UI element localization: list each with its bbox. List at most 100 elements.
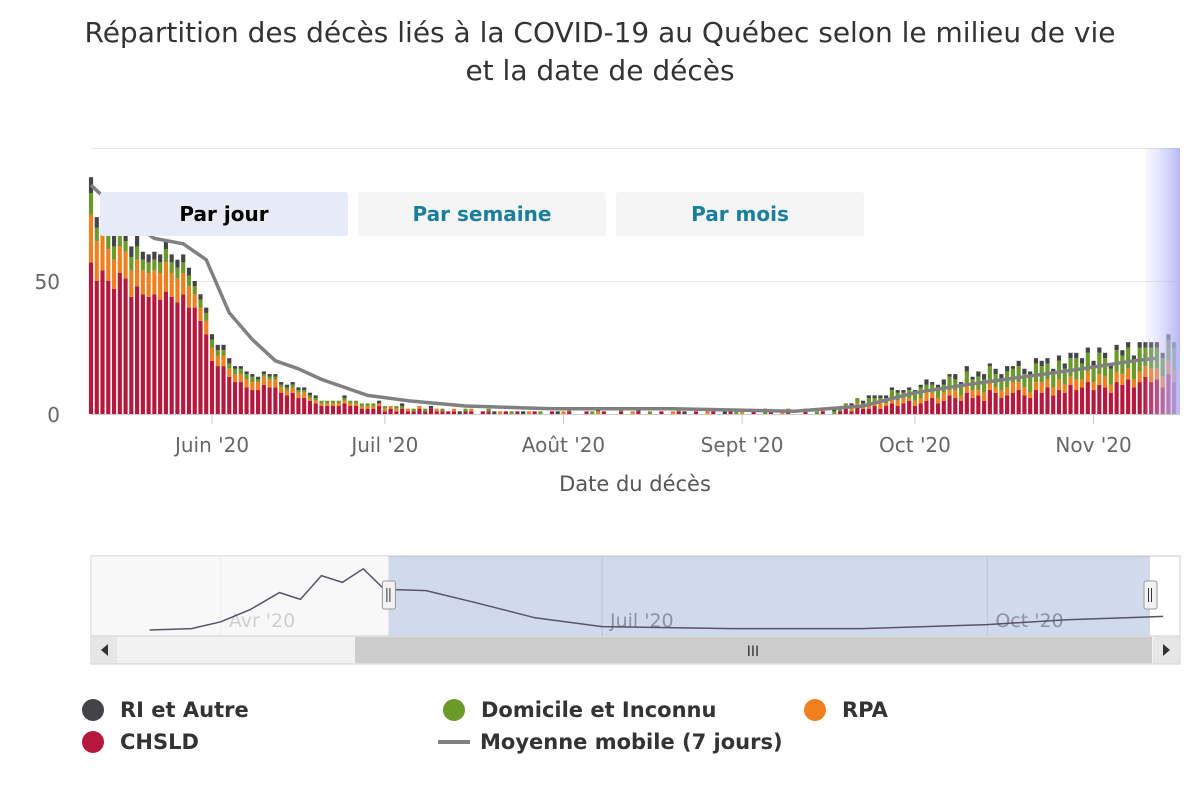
bar-chsld bbox=[953, 398, 958, 414]
bar-chsld bbox=[982, 400, 987, 414]
legend-item-chsld[interactable]: CHSLD bbox=[82, 730, 199, 754]
bar-chsld bbox=[728, 411, 733, 414]
bar-chsld bbox=[111, 288, 117, 414]
bar-ri bbox=[163, 241, 168, 250]
range-button-day[interactable]: Par jour bbox=[100, 192, 348, 236]
bar-chsld bbox=[129, 296, 134, 414]
bar-chsld bbox=[186, 307, 192, 414]
bar-dom bbox=[313, 398, 318, 401]
bar-chsld bbox=[451, 411, 457, 414]
navigator-handle[interactable] bbox=[1143, 580, 1158, 610]
bar-rpa bbox=[1079, 379, 1085, 388]
bar-rpa bbox=[296, 392, 301, 399]
bar-ri bbox=[935, 384, 941, 388]
bar-dom bbox=[872, 398, 877, 404]
bar-dom bbox=[400, 406, 405, 409]
bar-chsld bbox=[855, 406, 860, 414]
bar-rpa bbox=[907, 398, 912, 401]
bar-ri bbox=[256, 376, 261, 380]
bar-dom bbox=[267, 376, 272, 380]
arrow-left-icon bbox=[101, 644, 108, 656]
bar-ri bbox=[123, 233, 128, 242]
legend-line-icon bbox=[438, 740, 470, 744]
bar-ri bbox=[279, 382, 284, 385]
bar-dom bbox=[221, 350, 226, 356]
bar-chsld bbox=[330, 406, 336, 414]
x-tick-label: Juil '20 bbox=[349, 433, 418, 457]
bar-ri bbox=[227, 358, 232, 364]
bar-rpa bbox=[273, 379, 278, 388]
bar-rpa bbox=[221, 355, 226, 367]
bar-ri bbox=[521, 411, 526, 414]
bar-ri bbox=[993, 368, 998, 375]
legend-item-ri[interactable]: RI et Autre bbox=[82, 698, 249, 722]
x-tick-label: Sept '20 bbox=[701, 433, 784, 457]
bar-ri bbox=[918, 384, 923, 388]
bar-dom bbox=[175, 267, 180, 279]
bar-ri bbox=[135, 235, 140, 247]
legend-item-moving-average[interactable]: Moyenne mobile (7 jours) bbox=[438, 730, 783, 754]
bar-rpa bbox=[526, 411, 531, 414]
bar-dom bbox=[88, 193, 94, 215]
bar-chsld bbox=[987, 390, 992, 414]
bar-rpa bbox=[371, 406, 376, 409]
bar-ri bbox=[1010, 366, 1015, 369]
bar-rpa bbox=[964, 384, 969, 393]
bar-rpa bbox=[261, 376, 266, 385]
bar-rpa bbox=[630, 411, 635, 414]
bar-ri bbox=[186, 267, 192, 276]
range-button-month[interactable]: Par mois bbox=[616, 192, 864, 236]
bar-dom bbox=[1114, 350, 1119, 372]
bar-rpa bbox=[135, 259, 140, 287]
bar-rpa bbox=[1126, 368, 1131, 380]
bar-rpa bbox=[204, 320, 209, 335]
scrollbar-thumb[interactable] bbox=[355, 637, 1152, 663]
bar-chsld bbox=[377, 406, 382, 414]
bar-dom bbox=[330, 400, 336, 404]
bar-ri bbox=[1005, 366, 1010, 372]
navigator-handle-box bbox=[381, 580, 396, 610]
bar-rpa bbox=[1068, 376, 1073, 385]
bar-ri bbox=[492, 411, 497, 414]
bar-rpa bbox=[359, 406, 364, 409]
bar-rpa bbox=[469, 408, 474, 412]
bar-chsld bbox=[175, 302, 180, 414]
bar-ri bbox=[889, 387, 894, 391]
bar-dom bbox=[1126, 347, 1131, 369]
bar-dom bbox=[232, 368, 238, 375]
bar-dom bbox=[394, 406, 399, 409]
bar-rpa bbox=[498, 411, 503, 414]
bar-chsld bbox=[1039, 392, 1044, 414]
bar-chsld bbox=[1022, 395, 1027, 414]
bar-chsld bbox=[584, 411, 589, 414]
bar-ri bbox=[111, 235, 117, 247]
chart-title-line2: et la date de décès bbox=[465, 54, 735, 87]
bar-chsld bbox=[820, 411, 825, 414]
navigator-handle[interactable] bbox=[381, 580, 396, 610]
bar-ri bbox=[947, 374, 952, 377]
range-button-week[interactable]: Par semaine bbox=[358, 192, 606, 236]
bar-dom bbox=[440, 408, 445, 412]
bar-ri bbox=[958, 382, 964, 385]
bar-ri bbox=[307, 392, 313, 396]
bar-dom bbox=[982, 379, 987, 393]
bar-chsld bbox=[1062, 392, 1067, 414]
legend-item-domicile[interactable]: Domicile et Inconnu bbox=[443, 698, 716, 722]
bar-dom bbox=[129, 257, 134, 271]
bar-ri bbox=[238, 366, 243, 369]
bar-ri bbox=[1103, 352, 1108, 359]
bar-dom bbox=[256, 379, 261, 383]
bar-rpa bbox=[970, 390, 975, 399]
bar-ri bbox=[924, 379, 929, 385]
bar-rpa bbox=[434, 408, 439, 412]
bar-chsld bbox=[336, 406, 341, 414]
bar-ri bbox=[1039, 360, 1044, 367]
legend-item-rpa[interactable]: RPA bbox=[804, 698, 888, 722]
bar-rpa bbox=[417, 406, 422, 409]
bar-chsld bbox=[238, 382, 243, 414]
bar-ri bbox=[215, 344, 220, 351]
bar-chsld bbox=[221, 366, 226, 414]
bar-dom bbox=[866, 398, 871, 404]
bar-ri bbox=[982, 374, 987, 380]
bar-chsld bbox=[152, 294, 157, 414]
